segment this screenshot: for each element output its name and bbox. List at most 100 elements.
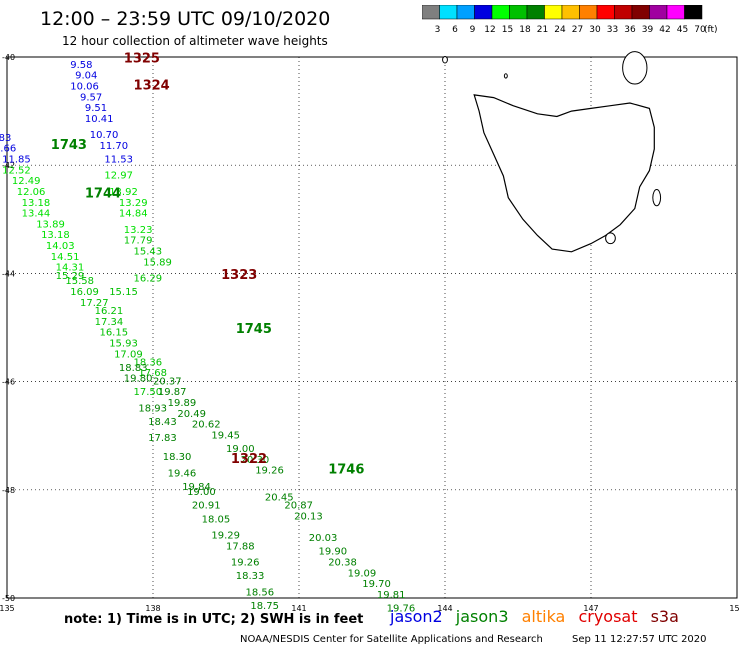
wave-height-value: 19.80 [124, 374, 153, 385]
wave-height-value: 19.26 [231, 558, 260, 569]
footer-credit: NOAA/NESDIS Center for Satellite Applica… [240, 634, 543, 645]
pass-label: 1744 [85, 187, 121, 202]
legend-cryosat: cryosat [578, 607, 638, 626]
wave-height-value: 19.29 [211, 530, 240, 541]
scale-label: 27 [572, 25, 583, 35]
scale-unit: (ft) [704, 25, 718, 35]
wave-height-value: 20.38 [328, 558, 357, 569]
lon-label: 138 [145, 604, 160, 612]
wave-height-value: 18.93 [138, 403, 167, 414]
wave-height-value: 19.46 [168, 468, 197, 479]
island [622, 51, 648, 85]
wave-height-value: 18.05 [202, 514, 231, 525]
wave-height-value: 20.91 [192, 501, 221, 512]
scale-label: 30 [589, 25, 601, 35]
legend-jason2: jason2 [390, 607, 443, 626]
lon-label: 147 [583, 604, 598, 612]
wave-height-value: 15.43 [134, 246, 163, 257]
wave-height-value: 9.51 [85, 103, 107, 114]
lon-label: 135 [0, 604, 15, 612]
wave-height-value: 16.21 [95, 306, 124, 317]
wave-height-value: 13.23 [124, 225, 153, 236]
wave-height-value: 16.09 [70, 287, 99, 298]
island [503, 73, 508, 79]
wave-height-value: 14.51 [51, 252, 80, 263]
scale-label: 39 [642, 25, 654, 35]
lat-label: -44 [2, 269, 15, 278]
scale-label: 33 [607, 25, 618, 35]
scale-label: 42 [659, 25, 670, 35]
legend-jason3: jason3 [455, 607, 509, 626]
wave-height-value: 11.66 [0, 144, 16, 155]
wave-height-value: 18.43 [148, 417, 177, 428]
wave-height-value: 13.92 [109, 187, 138, 198]
wave-height-value: 15.29 [56, 271, 85, 282]
wave-height-value: 12.06 [17, 187, 46, 198]
wave-height-value: 20.13 [294, 512, 323, 523]
tasmania-coastline [473, 94, 655, 253]
lat-label: -40 [2, 53, 15, 62]
lat-label: -42 [2, 161, 15, 170]
lat-label: -46 [2, 378, 15, 387]
wave-height-value: 20.87 [284, 501, 313, 512]
wave-height-value: 13.89 [36, 219, 65, 230]
wave-height-value: 17.09 [114, 349, 143, 360]
wave-height-value: 18.83 [119, 363, 148, 374]
wave-height-value: 19.87 [158, 387, 187, 398]
island [652, 189, 662, 207]
wave-height-value: 14.31 [56, 263, 85, 274]
wave-height-value: 10.41 [85, 114, 114, 125]
pass-label: 1323 [221, 268, 257, 283]
pass-label: 1745 [236, 322, 272, 337]
wave-height-value: 17.68 [138, 368, 167, 379]
lat-label: -48 [2, 486, 15, 495]
wave-height-value: 19.09 [348, 568, 377, 579]
scale-label: 70 [694, 25, 706, 35]
wave-height-value: 19.70 [362, 579, 391, 590]
wave-height-value: 10.06 [70, 81, 99, 92]
wave-height-value: 18.33 [236, 571, 265, 582]
scale-label: 12 [484, 25, 495, 35]
wave-height-value: 9.04 [75, 71, 97, 82]
wave-height-value: 17.79 [124, 236, 153, 247]
wave-height-value: 18.56 [245, 587, 274, 598]
footer-timestamp: Sep 11 12:27:57 UTC 2020 [572, 634, 707, 645]
lon-label: 150 [729, 604, 740, 612]
legend-altika: altika [521, 607, 566, 626]
wave-height-value: 19.00 [187, 487, 216, 498]
wave-height-value: 17.83 [148, 433, 177, 444]
satellite-legend: jason2 jason3 altika cryosat s3a [390, 607, 687, 626]
map-frame [6, 56, 738, 599]
wave-height-value: 17.50 [134, 387, 163, 398]
wave-height-value: 18.36 [134, 357, 163, 368]
lat-label: -50 [2, 594, 15, 603]
wave-height-value: 17.88 [226, 541, 255, 552]
wave-height-value: 11.85 [2, 154, 31, 165]
pass-label: 1324 [134, 78, 170, 93]
lon-label: 141 [291, 604, 306, 612]
wave-height-value: 14.03 [46, 241, 75, 252]
wave-height-value: 14.84 [119, 209, 148, 220]
wave-height-value: 17.34 [95, 317, 124, 328]
scale-label: 15 [502, 25, 513, 35]
wave-height-value: 12.49 [12, 176, 41, 187]
wave-height-value: 11.83 [0, 133, 11, 144]
scale-label: 6 [452, 25, 458, 35]
scale-label: 3 [435, 25, 441, 35]
wave-height-value: 13.18 [41, 230, 70, 241]
wave-height-value: 12.97 [104, 171, 133, 182]
scale-label: 21 [537, 25, 548, 35]
island [605, 232, 616, 245]
wave-height-value: 19.00 [226, 444, 255, 455]
wave-height-value: 13.18 [22, 198, 51, 209]
wave-height-color-scale: 3 6 9 12 15 18 21 24 27 30 33 36 39 42 45 70(ft) [422, 5, 718, 35]
wave-height-value: 12.52 [2, 165, 31, 176]
wave-height-value: 18.75 [250, 601, 279, 612]
wave-height-value: 16.15 [99, 328, 128, 339]
footer: NOAA/NESDIS Center for Satellite Applica… [240, 634, 707, 645]
pass-label: 1325 [124, 51, 160, 66]
wave-height-value: 20.49 [177, 409, 206, 420]
wave-height-value: 15.15 [109, 287, 138, 298]
pass-label: 1746 [328, 463, 364, 478]
